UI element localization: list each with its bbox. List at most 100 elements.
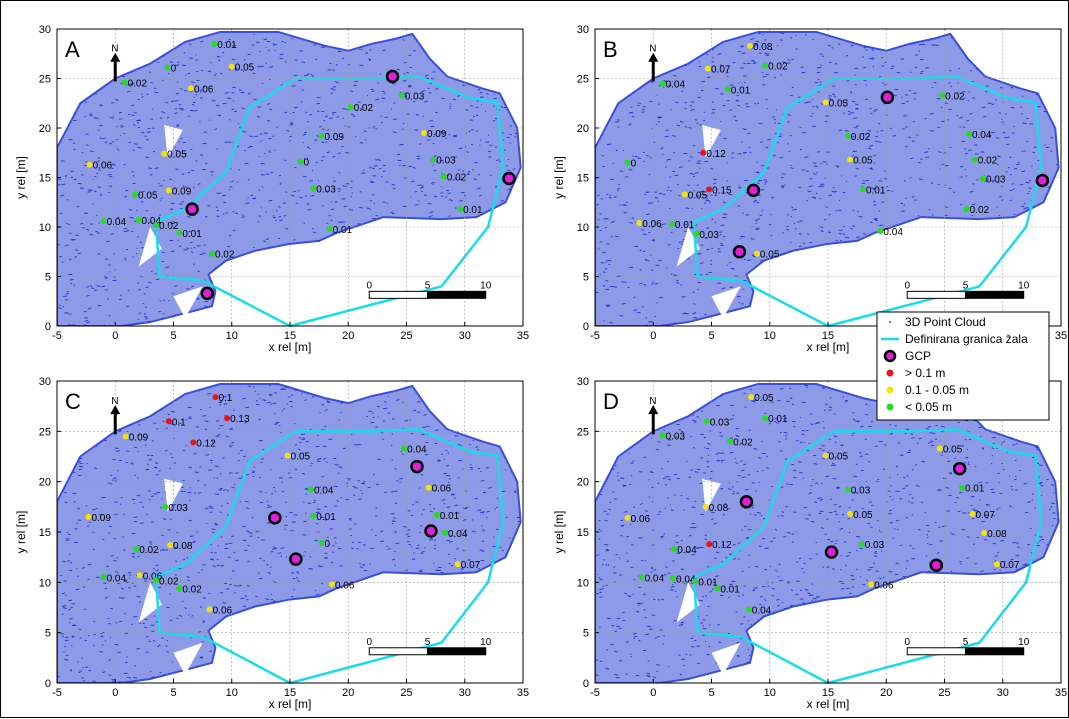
error-point-label: 0.09 <box>427 129 447 140</box>
gcp-marker <box>732 245 747 259</box>
error-point-label: 0.04 <box>645 573 665 584</box>
error-point-label: 0.05 <box>760 250 780 261</box>
y-tick-label: 0 <box>583 321 589 333</box>
error-point-label: 0.05 <box>167 150 187 161</box>
error-point-mid <box>702 503 709 510</box>
error-point-label: 0.04 <box>448 529 468 540</box>
error-point-label: 0.03 <box>405 91 425 102</box>
error-point-label: 0.04 <box>677 545 697 556</box>
error-point-label: 0.13 <box>230 414 250 425</box>
scalebar-label: 5 <box>425 280 431 291</box>
error-point-label: 0.02 <box>139 545 159 556</box>
error-point-label: 0.12 <box>706 149 726 160</box>
error-point-label: 0.08 <box>753 42 773 53</box>
point-cloud <box>57 383 522 683</box>
error-point-label: 0.04 <box>142 216 162 227</box>
error-point-label: 0.06 <box>93 161 113 172</box>
error-point-label: 0.01 <box>720 584 740 595</box>
error-point-low <box>326 225 333 232</box>
error-point-label: 0.02 <box>447 173 467 184</box>
gcp-marker <box>1035 173 1050 188</box>
y-tick-label: 25 <box>39 426 51 438</box>
error-point-label: 0.02 <box>768 62 788 73</box>
y-tick-label: 0 <box>45 321 51 333</box>
point-cloud-fill <box>595 383 1060 683</box>
y-tick-label: 15 <box>39 173 51 185</box>
legend-label: 3D Point Cloud <box>905 315 986 329</box>
error-point-label: 0.08 <box>987 529 1007 540</box>
error-point-mid <box>969 510 976 517</box>
y-tick-label: 25 <box>577 74 589 86</box>
error-point-label: 0.04 <box>107 573 127 584</box>
gcp-marker <box>880 90 895 105</box>
x-axis-label: x rel [m] <box>807 340 850 354</box>
beach-boundary-line <box>154 428 505 685</box>
error-point-mid <box>981 530 988 537</box>
cloud-gap-0 <box>702 478 721 512</box>
x-tick-label: 20 <box>342 330 354 342</box>
x-tick-label: 30 <box>459 687 471 699</box>
error-point-label: 0.05 <box>138 190 158 201</box>
error-point-label: 0.03 <box>986 174 1006 185</box>
scalebar-label: 10 <box>480 280 492 291</box>
gcp-marker <box>424 524 438 538</box>
error-point-mid <box>161 150 168 157</box>
error-point-high <box>212 394 219 401</box>
point-cloud-fill <box>57 383 522 683</box>
error-point-label: 0.02 <box>128 78 148 89</box>
error-point-low <box>211 40 218 47</box>
error-point-low <box>724 86 731 93</box>
error-point-label: 0.05 <box>829 98 849 109</box>
error-point-label: 0.01 <box>463 205 483 216</box>
error-point-low <box>671 546 678 553</box>
x-axis-label: x rel [m] <box>269 340 312 354</box>
error-point-low <box>100 218 107 225</box>
error-point-label: 0.06 <box>432 484 452 495</box>
x-tick-label: 0 <box>112 687 118 699</box>
error-point-label: 0.03 <box>865 540 885 551</box>
x-tick-label: 35 <box>517 687 529 699</box>
y-tick-label: 20 <box>39 477 51 489</box>
x-tick-label: 0 <box>112 330 118 342</box>
error-point-low <box>135 217 142 224</box>
panel-label: B <box>603 37 618 62</box>
error-point-mid <box>822 99 829 106</box>
error-point-label: 0.05 <box>853 156 873 167</box>
gcp-marker <box>410 459 424 474</box>
error-point-low <box>176 585 183 592</box>
legend-label: 0.1 - 0.05 m <box>905 383 969 397</box>
error-point-mid <box>746 42 753 49</box>
error-point-low <box>132 191 139 198</box>
x-tick-label: 0 <box>650 687 656 699</box>
scalebar-black <box>964 290 1025 299</box>
error-point-label: 0.06 <box>642 219 662 230</box>
scalebar-label: 10 <box>1018 280 1030 291</box>
error-point-label: 0.07 <box>711 65 731 76</box>
error-point-label: 0.02 <box>159 221 179 232</box>
error-point-label: 0.06 <box>143 571 163 582</box>
scalebar-label: 0 <box>366 280 372 291</box>
legend-label: > 0.1 m <box>905 366 945 380</box>
gcp-marker <box>929 558 944 572</box>
x-tick-label: 15 <box>822 687 834 699</box>
x-tick-label: 35 <box>1055 687 1067 699</box>
x-tick-label: 35 <box>517 330 529 342</box>
error-point-label: 0.03 <box>316 184 336 195</box>
error-point-low <box>153 222 160 229</box>
north-arrow-icon <box>110 405 121 415</box>
x-tick-label: 5 <box>708 330 714 342</box>
error-point-label: 0.04 <box>883 227 903 238</box>
north-arrow-label: N <box>649 44 656 55</box>
scalebar-label: 5 <box>963 637 969 648</box>
error-point-low <box>965 130 972 137</box>
y-tick-label: 30 <box>577 376 589 388</box>
error-point-low <box>121 79 128 86</box>
error-point-label: 0.03 <box>436 156 456 167</box>
x-tick-label: 10 <box>764 330 776 342</box>
x-tick-label: 30 <box>997 687 1009 699</box>
gcp-marker <box>200 286 215 301</box>
error-point-low <box>310 512 317 519</box>
